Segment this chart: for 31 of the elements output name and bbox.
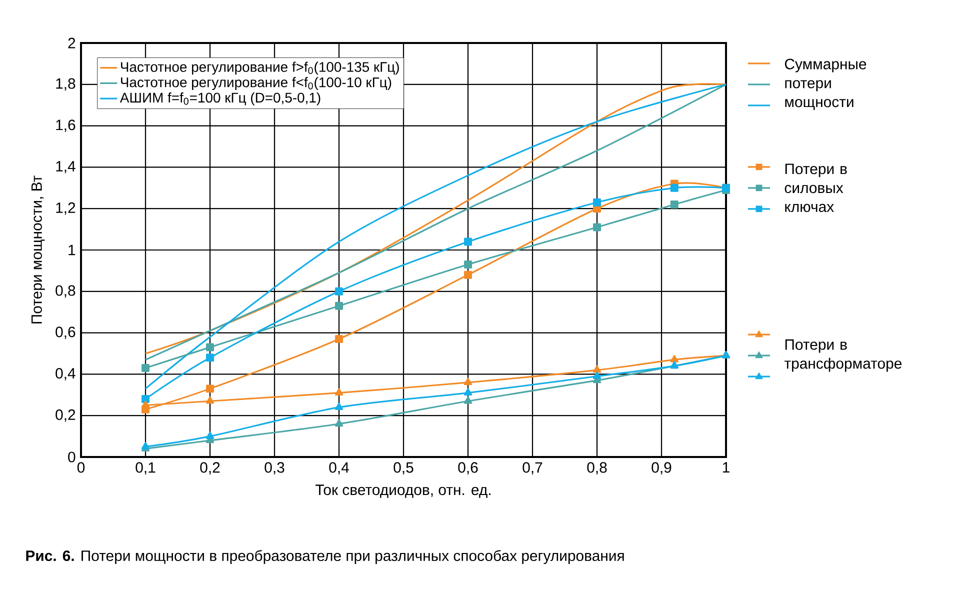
x-tick-label: 0,3	[264, 462, 284, 475]
y-tick-label: 0,2	[56, 409, 76, 422]
y-tick-label: 0,6	[56, 326, 76, 339]
text: Потери в силовых ключах	[784, 164, 847, 212]
x-tick-label: 0	[77, 462, 85, 473]
y-tick-label: 0,8	[56, 285, 76, 298]
legend-label: Частотное регулирование f>f$_{0}$(100-135 кГц)	[121, 62, 399, 75]
x-tick-label: 0,2	[200, 462, 220, 475]
x-tick-label: 0,1	[136, 462, 156, 475]
x-tick-label: 0,7	[522, 462, 542, 475]
x-tick-label: 0,8	[587, 462, 607, 475]
text: Рис. 6. Потери мощности в преобразователе при различных способах регулирования	[26, 550, 624, 564]
x-tick-label: 0,5	[394, 462, 414, 475]
y-tick-label: 1	[68, 244, 76, 256]
legend-label: Частотное регулирование f<f$_{0}$(100-10 кГц)	[121, 77, 392, 90]
y-tick-label: 2	[68, 38, 76, 48]
y-tick-label: 0,4	[56, 368, 76, 380]
y-tick-label: 1,4	[56, 161, 76, 174]
y-tick-label: 0	[68, 452, 76, 462]
x-axis-title: Ток светодиодов, отн. ед.	[316, 484, 490, 498]
text: Потери в трансформаторе	[784, 339, 902, 372]
legend-label: АШИМ f=f$_{0}$=100 кГц (D=0,5-0,1)	[120, 92, 320, 106]
x-tick-label: 0,6	[458, 462, 478, 475]
x-tick-label: 0,4	[329, 462, 349, 475]
text: Суммарные потери мощности	[784, 58, 866, 110]
x-tick-label: 1	[722, 462, 730, 472]
y-tick-label: 1,6	[56, 120, 76, 132]
y-axis-title: Потери мощности, Вт	[32, 176, 45, 324]
y-tick-label: 1,2	[56, 202, 76, 215]
x-tick-label: 0,9	[652, 462, 672, 475]
y-tick-label: 1,8	[56, 78, 76, 91]
